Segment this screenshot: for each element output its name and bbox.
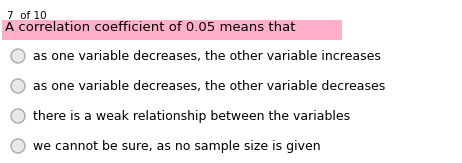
- Bar: [2, 20, 342, 40]
- Text: 7  of 10: 7 of 10: [7, 11, 47, 21]
- Circle shape: [11, 109, 25, 123]
- Circle shape: [11, 139, 25, 153]
- Text: A correlation coefficient of 0.05 means that: A correlation coefficient of 0.05 means …: [5, 21, 296, 34]
- Text: we cannot be sure, as no sample size is given: we cannot be sure, as no sample size is …: [33, 140, 321, 153]
- Text: as one variable decreases, the other variable decreases: as one variable decreases, the other var…: [33, 80, 385, 93]
- Circle shape: [11, 79, 25, 93]
- Text: as one variable decreases, the other variable increases: as one variable decreases, the other var…: [33, 50, 381, 63]
- Circle shape: [11, 49, 25, 63]
- Text: there is a weak relationship between the variables: there is a weak relationship between the…: [33, 110, 350, 123]
